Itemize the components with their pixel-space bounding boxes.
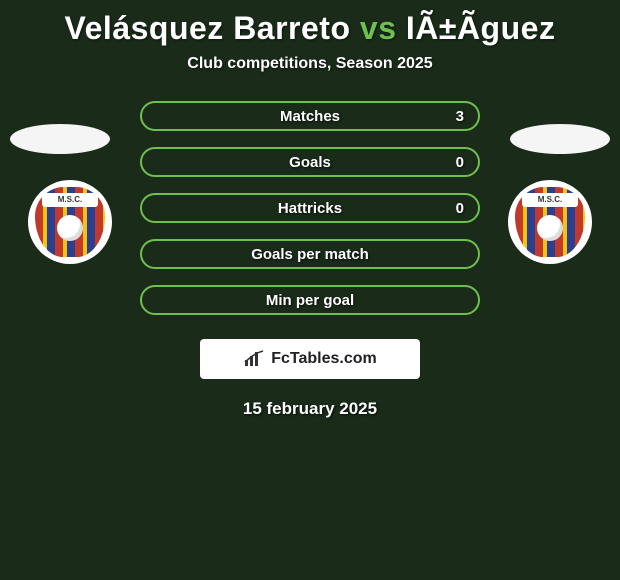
title-player2: IÃ±Ãguez [406, 10, 556, 46]
title-player1: Velásquez Barreto [65, 10, 351, 46]
stat-label: Matches [280, 108, 340, 125]
branding-text: FcTables.com [271, 350, 377, 368]
stat-row-min-per-goal: Min per goal [140, 285, 480, 315]
crest-shield-icon: M.S.C. [35, 187, 105, 257]
stat-label: Goals [289, 154, 331, 171]
title-vs: vs [360, 10, 397, 46]
branding-badge: FcTables.com [200, 339, 420, 379]
subtitle: Club competitions, Season 2025 [187, 55, 432, 73]
stat-label: Goals per match [251, 246, 369, 263]
stats-list: Matches 3 Goals 0 Hattricks 0 Goals per … [140, 101, 480, 315]
club-crest-right: M.S.C. [508, 180, 592, 264]
stat-row-matches: Matches 3 [140, 101, 480, 131]
player-silhouette-right [510, 124, 610, 154]
crest-banner: M.S.C. [522, 193, 578, 207]
stat-row-goals-per-match: Goals per match [140, 239, 480, 269]
stat-label: Hattricks [278, 200, 342, 217]
stat-value: 3 [456, 108, 464, 125]
crest-shield-icon: M.S.C. [515, 187, 585, 257]
stat-value: 0 [456, 200, 464, 217]
stat-label: Min per goal [266, 292, 354, 309]
stat-value: 0 [456, 154, 464, 171]
date-text: 15 february 2025 [243, 399, 377, 419]
soccer-ball-icon [537, 215, 563, 241]
bar-chart-icon [243, 350, 265, 368]
page-title: Velásquez Barreto vs IÃ±Ãguez [65, 10, 556, 47]
stat-row-hattricks: Hattricks 0 [140, 193, 480, 223]
stat-row-goals: Goals 0 [140, 147, 480, 177]
player-silhouette-left [10, 124, 110, 154]
crest-banner: M.S.C. [42, 193, 98, 207]
club-crest-left: M.S.C. [28, 180, 112, 264]
infographic-container: Velásquez Barreto vs IÃ±Ãguez Club compe… [0, 0, 620, 419]
soccer-ball-icon [57, 215, 83, 241]
